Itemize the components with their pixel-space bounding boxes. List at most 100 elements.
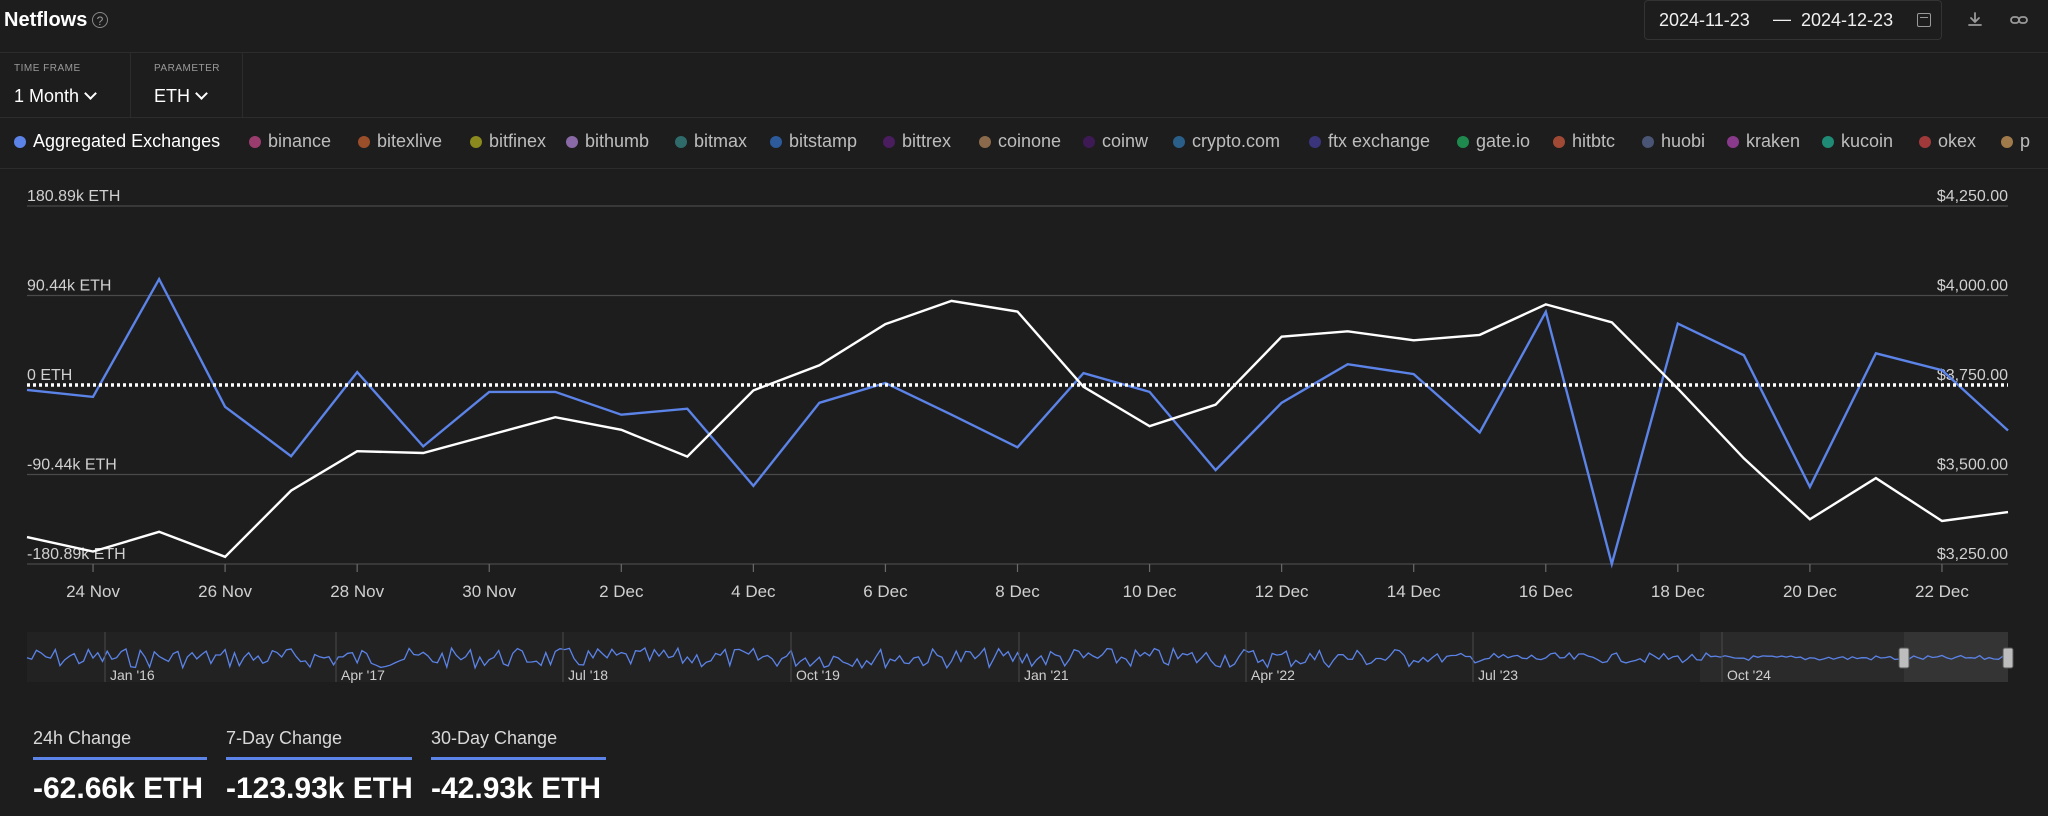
legend-label: bitfinex	[489, 131, 547, 151]
legend-dot-icon	[979, 135, 991, 148]
navigator-label: Apr '22	[1251, 667, 1295, 683]
range-navigator[interactable]: Jan '16 Apr '17 Jul '18 Oct '19 Jan '21 Apr '…	[0, 628, 2048, 690]
y-right-tick-label: $4,250.00	[1937, 188, 2008, 205]
link-icon[interactable]	[2009, 10, 2029, 30]
y-right-tick-label: $4,000.00	[1937, 278, 2008, 295]
help-icon[interactable]: ?	[92, 12, 108, 28]
legend-item-kucoin[interactable]: kucoin	[1822, 131, 1893, 152]
x-tick-label: 18 Dec	[1651, 582, 1705, 601]
legend-item-crypto-com[interactable]: crypto.com	[1173, 131, 1280, 152]
legend-item-hitbtc[interactable]: hitbtc	[1553, 131, 1615, 152]
legend-label: coinw	[1102, 131, 1149, 151]
legend-item-coinone[interactable]: coinone	[979, 131, 1061, 152]
legend-dot-icon	[1553, 135, 1565, 148]
legend-item-gate-io[interactable]: gate.io	[1457, 131, 1530, 152]
legend-dot-icon	[1919, 135, 1931, 148]
legend-dot-icon	[249, 135, 261, 148]
date-end[interactable]: 2024-12-23	[1801, 10, 1894, 30]
navigator-left-handle[interactable]	[1898, 647, 1910, 669]
controls-bar: TIME FRAME 1 Month PARAMETER ETH	[0, 53, 2048, 118]
legend-dot-icon	[1727, 135, 1739, 148]
legend-label: hitbtc	[1572, 131, 1616, 151]
download-icon[interactable]	[1965, 10, 1985, 30]
kpi-label: 24h Change	[33, 728, 207, 760]
y-right-tick-label: $3,500.00	[1937, 457, 2008, 474]
y-left-tick-label: 90.44k ETH	[27, 278, 111, 295]
x-tick-label: 10 Dec	[1123, 582, 1177, 601]
legend-dot-icon	[675, 135, 687, 148]
navigator-label: Apr '17	[341, 667, 385, 683]
legend-label: coinone	[998, 131, 1062, 151]
legend-label: bithumb	[585, 131, 650, 151]
time-frame-value[interactable]: 1 Month	[14, 86, 97, 107]
y-left-tick-label: 180.89k ETH	[27, 188, 120, 205]
legend-dot-icon	[1457, 135, 1469, 148]
legend-dot-icon	[566, 135, 578, 148]
netflows-chart[interactable]: 180.89k ETH $4,250.00 90.44k ETH $4,000.00 0…	[0, 168, 2048, 620]
legend-label: huobi	[1661, 131, 1706, 151]
x-tick-label: 24 Nov	[66, 582, 120, 601]
legend-label: p	[2020, 131, 2031, 151]
parameter-value[interactable]: ETH	[154, 86, 208, 107]
legend-label: crypto.com	[1192, 131, 1281, 151]
legend-dot-icon	[358, 135, 370, 148]
kpi-value: -42.93k ETH	[431, 772, 602, 805]
y-left-tick-label: -90.44k ETH	[27, 457, 117, 474]
legend-item-bithumb[interactable]: bithumb	[566, 131, 649, 152]
navigator-right-handle[interactable]	[2002, 647, 2014, 669]
legend-item-aggregated-exchanges[interactable]: Aggregated Exchanges	[14, 131, 220, 152]
x-tick-label: 16 Dec	[1519, 582, 1573, 601]
navigator-label: Oct '24	[1727, 667, 1771, 683]
legend-dot-icon	[1822, 135, 1834, 148]
time-frame-select[interactable]: TIME FRAME 1 Month	[0, 53, 131, 117]
date-range-picker[interactable]: 2024-11-23 — 2024-12-23	[1644, 0, 1942, 40]
kpi-30-day-change: 30-Day Change -42.93k ETH	[431, 728, 606, 806]
navigator-label: Oct '19	[796, 667, 840, 683]
legend-dot-icon	[1083, 135, 1095, 148]
date-separator: —	[1773, 9, 1791, 29]
legend-item-bitstamp[interactable]: bitstamp	[770, 131, 857, 152]
x-tick-label: 4 Dec	[731, 582, 776, 601]
parameter-select[interactable]: PARAMETER ETH	[140, 53, 243, 117]
navigator-sparkline	[26, 646, 2009, 670]
calendar-icon[interactable]	[1917, 13, 1931, 27]
legend-item-ftx-exchange[interactable]: ftx exchange	[1309, 131, 1430, 152]
navigator-label: Jan '16	[110, 667, 155, 683]
x-tick-label: 26 Nov	[198, 582, 252, 601]
legend-item-kraken[interactable]: kraken	[1727, 131, 1800, 152]
legend-item-p[interactable]: p	[2001, 131, 2030, 152]
legend-label: binance	[268, 131, 332, 151]
legend-item-bitexlive[interactable]: bitexlive	[358, 131, 442, 152]
x-tick-label: 20 Dec	[1783, 582, 1837, 601]
legend: Aggregated Exchanges binance bitexlive bitf…	[0, 118, 2048, 169]
chevron-down-icon	[84, 87, 97, 100]
legend-item-coinw[interactable]: coinw	[1083, 131, 1148, 152]
legend-item-bitfinex[interactable]: bitfinex	[470, 131, 546, 152]
kpi-7-day-change: 7-Day Change -123.93k ETH	[226, 728, 413, 806]
legend-item-bittrex[interactable]: bittrex	[883, 131, 951, 152]
kpi-value: -123.93k ETH	[226, 772, 413, 805]
time-frame-label: TIME FRAME	[14, 63, 81, 74]
legend-dot-icon	[1173, 135, 1185, 148]
navigator-label: Jul '18	[568, 667, 608, 683]
legend-item-binance[interactable]: binance	[249, 131, 331, 152]
x-tick-label: 30 Nov	[462, 582, 516, 601]
legend-dot-icon	[470, 135, 482, 148]
legend-item-bitmax[interactable]: bitmax	[675, 131, 747, 152]
legend-label: bittrex	[902, 131, 952, 151]
page-title: Netflows	[4, 9, 88, 31]
parameter-label: PARAMETER	[154, 63, 220, 74]
legend-item-huobi[interactable]: huobi	[1642, 131, 1705, 152]
date-start[interactable]: 2024-11-23	[1659, 10, 1750, 30]
legend-label: kraken	[1746, 131, 1801, 151]
legend-dot-icon	[14, 135, 26, 148]
chevron-down-icon	[195, 87, 208, 100]
legend-label: okex	[1938, 131, 1977, 151]
x-tick-label: 12 Dec	[1255, 582, 1309, 601]
legend-label: Aggregated Exchanges	[33, 131, 221, 151]
legend-dot-icon	[2001, 135, 2013, 148]
kpi-label: 30-Day Change	[431, 728, 606, 760]
legend-label: bitexlive	[377, 131, 443, 151]
legend-item-okex[interactable]: okex	[1919, 131, 1976, 152]
x-tick-label: 22 Dec	[1915, 582, 1969, 601]
